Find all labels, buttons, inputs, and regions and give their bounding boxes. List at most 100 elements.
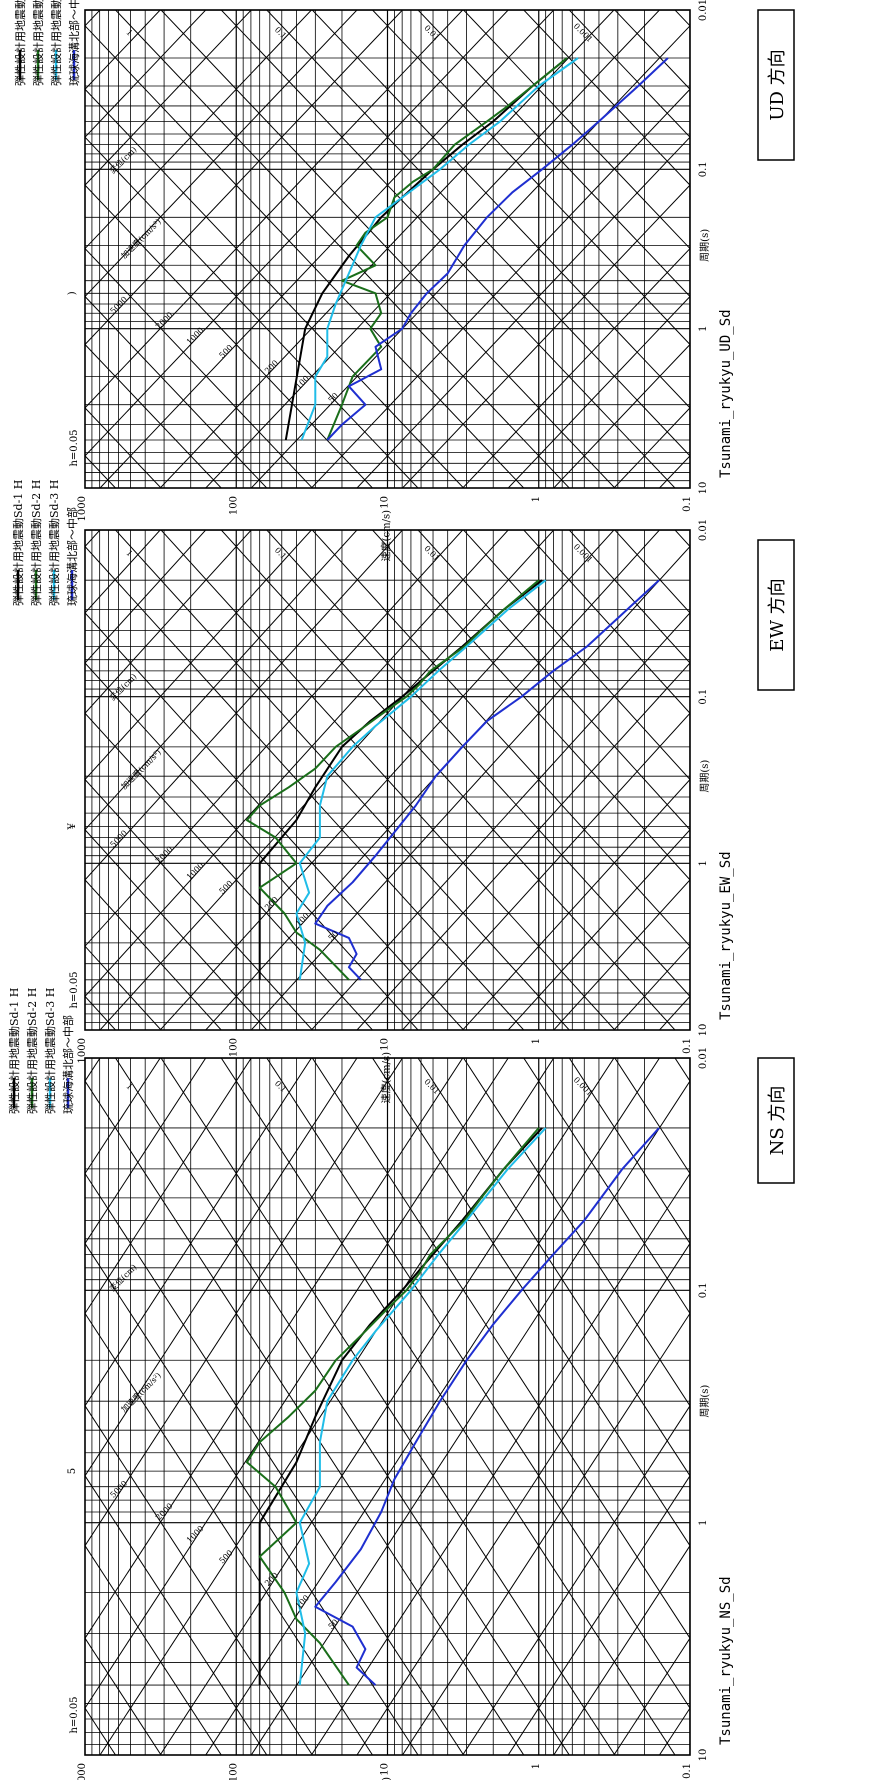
velocity-tick-label: 100 (228, 496, 239, 515)
acceleration-diagonal (85, 530, 161, 614)
acceleration-value-label: 200 (263, 358, 280, 375)
acceleration-diagonal (401, 1312, 690, 1755)
displacement-diagonal (85, 879, 222, 1030)
period-tick-label: 0.01 (698, 0, 709, 21)
displacement-axis-name: 変位(cm) (107, 1262, 138, 1293)
velocity-tick-label: 10 (380, 496, 391, 509)
displacement-diagonal (85, 612, 465, 1030)
displacement-diagonal (523, 530, 690, 714)
displacement-diagonal (0, 0, 55, 536)
acceleration-axis-name: 加速度(cm/s²) (119, 1370, 163, 1414)
period-axis-label: 周期(s) (699, 229, 711, 262)
period-tick-label: 1 (698, 860, 709, 866)
acceleration-diagonal (553, 879, 690, 1030)
displacement-diagonal (266, 530, 690, 998)
displacement-diagonal (85, 1544, 222, 1755)
acceleration-diagonal (613, 1637, 690, 1755)
legend-label: 琉球海溝北部～中部 (61, 1015, 75, 1114)
period-tick-label: 0.1 (698, 1282, 709, 1298)
legend-label: 弾性設計用地震動Sd-3 H (43, 988, 57, 1114)
period-tick-label: 0.01 (698, 519, 709, 541)
direction-label: EW 方向 (767, 578, 788, 651)
acceleration-value-label: 200 (263, 895, 280, 912)
velocity-tick-label: 100 (228, 1763, 239, 1780)
acceleration-diagonal (85, 1058, 161, 1175)
acceleration-diagonal (401, 184, 690, 488)
displacement-diagonal (85, 662, 419, 1030)
acceleration-diagonal (205, 10, 661, 488)
velocity-tick-label: 0.1 (682, 1763, 693, 1779)
acceleration-diagonal (85, 10, 252, 186)
displacement-diagonal (85, 828, 268, 1030)
velocity-tick-label: 1 (531, 496, 542, 502)
period-tick-label: 1 (698, 1519, 709, 1525)
displacement-diagonal (85, 136, 419, 488)
acceleration-diagonal (613, 945, 690, 1030)
direction-box (757, 1057, 795, 1184)
displacement-value-label: 1 (124, 28, 134, 38)
displacement-diagonal (85, 712, 374, 1030)
period-tick-label: 1 (698, 325, 709, 331)
displacement-value-label: 0.01 (422, 1077, 441, 1096)
acceleration-diagonal (462, 247, 690, 488)
displacement-diagonal (462, 1058, 690, 1407)
record-label: Tsunami_ryukyu_EW_Sd (718, 851, 734, 1020)
acceleration-diagonal (553, 1544, 690, 1755)
series-line-4 (326, 57, 669, 441)
acceleration-diagonal (658, 995, 690, 1030)
velocity-tick-label: 1000 (77, 496, 88, 521)
displacement-value-label: 1 (124, 1082, 134, 1092)
acceleration-diagonal (85, 530, 509, 998)
acceleration-axis-name: 加速度(cm/s²) (119, 216, 163, 260)
displacement-axis-name: 変位(cm) (107, 144, 138, 175)
acceleration-value-label: 200 (263, 1571, 280, 1588)
acceleration-diagonal (85, 1058, 358, 1477)
acceleration-diagonal (85, 530, 464, 947)
acceleration-value-label: 500 (217, 879, 234, 896)
displacement-diagonal (85, 184, 374, 488)
acceleration-diagonal (85, 1058, 252, 1315)
legend-label: 弾性設計用地震動Sd-2 H (25, 988, 39, 1114)
displacement-diagonal (85, 1080, 525, 1755)
acceleration-diagonal (85, 530, 252, 714)
acceleration-diagonal (658, 455, 690, 488)
acceleration-diagonal (250, 545, 690, 1030)
displacement-diagonal (568, 10, 690, 138)
acceleration-diagonal (462, 1404, 690, 1755)
displacement-diagonal (85, 545, 525, 1030)
acceleration-diagonal (85, 530, 207, 664)
velocity-tick-label: 1 (531, 1038, 542, 1044)
chart-panel-ns: 0.01 0.1 1 10 0.1 1 10 100 1000 周期(s) 速度(cm/s) 500 0… (7, 988, 795, 1784)
direction-box (757, 9, 795, 161)
stray-mark: ¥ (67, 823, 78, 831)
displacement-diagonal (462, 10, 690, 250)
plot-border (84, 1057, 691, 1756)
legend-label: 弾性設計用地震動Sd-2 V (31, 0, 45, 86)
acceleration-diagonal (85, 530, 404, 881)
chart-panel-ew: 0.01 0.1 1 10 0.1 1 10 100 1000 周期(s) 速度(cm/s) 500 0… (11, 480, 795, 1103)
velocity-tick-label: 100 (228, 1038, 239, 1057)
stray-mark: ) (67, 291, 78, 295)
acceleration-diagonal (159, 1058, 615, 1755)
period-axis-label: 周期(s) (699, 1385, 711, 1418)
series-line-4 (314, 1127, 660, 1686)
acceleration-diagonal (250, 25, 690, 488)
acceleration-value-label: 1000 (185, 861, 206, 882)
displacement-diagonal (568, 1058, 690, 1245)
displacement-diagonal (114, 530, 570, 1030)
acceleration-diagonal (85, 1058, 464, 1640)
displacement-diagonal (220, 530, 676, 1030)
displacement-diagonal (85, 945, 162, 1030)
displacement-diagonal (462, 530, 690, 781)
acceleration-diagonal (250, 1080, 690, 1755)
acceleration-diagonal (85, 530, 358, 831)
acceleration-diagonal (85, 1058, 207, 1245)
displacement-diagonal (85, 1474, 268, 1755)
legend-label: 弾性設計用地震動Sd-1 H (7, 988, 21, 1114)
displacement-value-label: 0.1 (273, 25, 288, 40)
velocity-tick-label: 1000 (77, 1038, 88, 1063)
acceleration-diagonal (205, 1058, 661, 1755)
acceleration-diagonal (85, 10, 464, 409)
period-tick-label: 10 (698, 482, 709, 495)
